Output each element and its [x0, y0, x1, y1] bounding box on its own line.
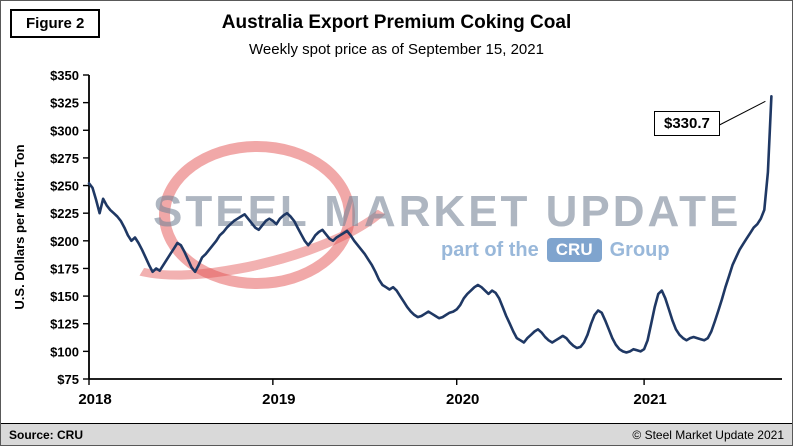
copyright-note: © Steel Market Update 2021 — [632, 427, 784, 442]
y-tick-label: $225 — [50, 206, 79, 221]
y-tick-label: $300 — [50, 123, 79, 138]
y-tick-label: $250 — [50, 179, 79, 194]
y-tick-label: $175 — [50, 261, 79, 276]
y-tick-label: $275 — [50, 151, 79, 166]
y-tick-label: $150 — [50, 289, 79, 304]
y-tick-label: $200 — [50, 234, 79, 249]
watermark-part-of-the: part of the — [441, 238, 539, 261]
y-tick-label: $350 — [50, 68, 79, 83]
cru-badge: CRU — [546, 238, 602, 262]
watermark-steel-market-update: STEEL MARKET UPDATE — [153, 187, 742, 236]
y-axis-label: U.S. Dollars per Metric Ton — [12, 144, 27, 310]
figure-number-badge: Figure 2 — [10, 9, 101, 38]
y-tick-label: $75 — [57, 372, 79, 387]
chart-subtitle: Weekly spot price as of September 15, 20… — [249, 41, 544, 58]
watermark-cru-line: part of the CRU Group — [441, 238, 670, 262]
y-tick-label: $325 — [50, 96, 79, 111]
y-tick-label: $100 — [50, 344, 79, 359]
callout-connector-line — [719, 100, 766, 126]
chart-title: Australia Export Premium Coking Coal — [221, 12, 572, 33]
x-tick-label: 2021 — [633, 391, 666, 408]
x-tick-label: 2018 — [78, 391, 111, 408]
latest-price-callout: $330.7 — [654, 111, 720, 136]
watermark-group: Group — [609, 238, 670, 261]
y-tick-label: $125 — [50, 317, 79, 332]
x-tick-label: 2019 — [262, 391, 295, 408]
footer-bar: Source: CRU © Steel Market Update 2021 — [1, 423, 792, 445]
source-note: Source: CRU — [9, 427, 84, 442]
x-tick-label: 2020 — [446, 391, 479, 408]
